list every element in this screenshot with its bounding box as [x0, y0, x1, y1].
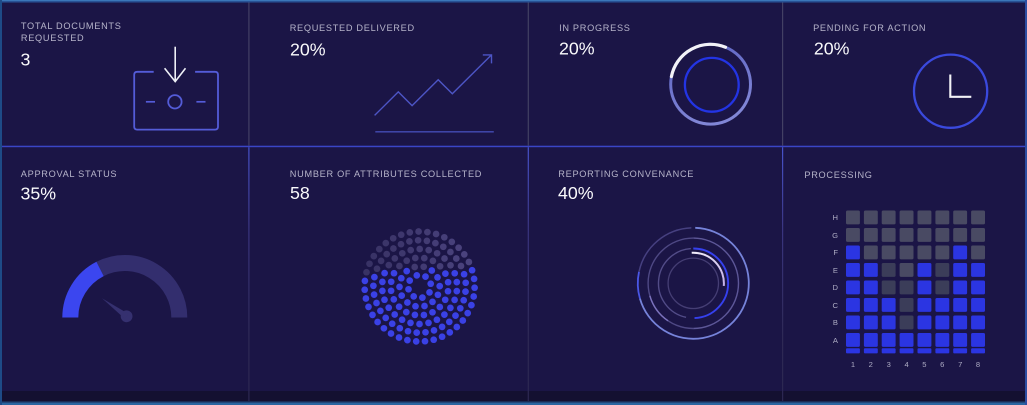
svg-text:IN PROGRESS: IN PROGRESS [559, 23, 631, 33]
svg-text:20%: 20% [290, 39, 326, 59]
svg-text:6: 6 [940, 360, 944, 369]
svg-text:NUMBER OF ATTRIBUTES COLLECTED: NUMBER OF ATTRIBUTES COLLECTED [290, 169, 482, 179]
svg-text:G: G [832, 231, 838, 240]
svg-text:20%: 20% [559, 39, 595, 59]
svg-text:B: B [833, 318, 838, 327]
svg-text:TOTAL DOCUMENTS: TOTAL DOCUMENTS [21, 21, 122, 31]
svg-text:REPORTING CONVENANCE: REPORTING CONVENANCE [558, 169, 694, 179]
svg-text:C: C [833, 301, 839, 310]
svg-text:H: H [833, 213, 838, 222]
svg-text:8: 8 [976, 360, 980, 369]
svg-text:1: 1 [851, 360, 855, 369]
svg-text:A: A [833, 336, 839, 345]
svg-text:3: 3 [887, 360, 891, 369]
svg-text:40%: 40% [558, 183, 594, 203]
svg-text:PENDING FOR ACTION: PENDING FOR ACTION [813, 23, 926, 33]
svg-text:D: D [833, 283, 839, 292]
svg-text:F: F [833, 248, 838, 257]
svg-text:5: 5 [922, 360, 926, 369]
svg-text:E: E [833, 266, 838, 275]
svg-text:7: 7 [958, 360, 962, 369]
svg-text:20%: 20% [814, 38, 850, 58]
svg-text:4: 4 [904, 360, 908, 369]
svg-text:PROCESSING: PROCESSING [804, 170, 872, 180]
svg-text:3: 3 [21, 50, 31, 70]
svg-text:58: 58 [290, 183, 310, 203]
svg-text:APPROVAL STATUS: APPROVAL STATUS [21, 169, 117, 179]
svg-text:REQUESTED: REQUESTED [21, 33, 84, 43]
svg-text:35%: 35% [21, 184, 57, 204]
svg-text:REQUESTED DELIVERED: REQUESTED DELIVERED [290, 23, 415, 33]
svg-text:2: 2 [869, 360, 873, 369]
